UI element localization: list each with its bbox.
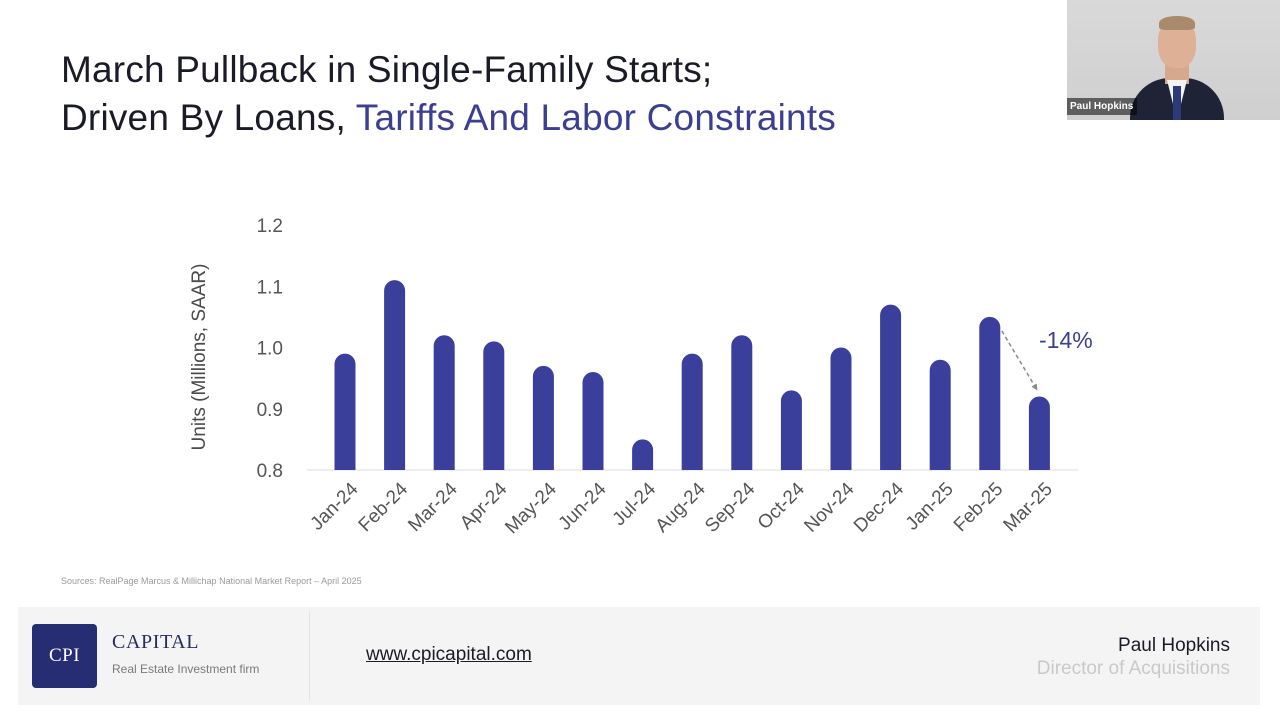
y-axis-title: Units (Millions, SAAR) — [189, 264, 210, 451]
x-tick-label: Jan-24 — [307, 478, 363, 534]
presenter-hair — [1159, 16, 1195, 30]
x-tick-label: Aug-24 — [652, 478, 710, 536]
y-tick-label: 0.8 — [257, 461, 283, 482]
x-tick-label: Mar-25 — [1000, 479, 1057, 536]
title-line-2-accent: Tariffs And Labor Constraints — [355, 97, 836, 138]
x-tick-label: Jan-25 — [902, 479, 958, 535]
presenter-tie — [1173, 86, 1181, 120]
bar-sep-24 — [731, 335, 753, 470]
change-arrow-head — [1031, 383, 1038, 391]
participant-name-label: Paul Hopkins — [1067, 98, 1138, 115]
y-tick-label: 0.9 — [257, 400, 283, 421]
participant-video-tile[interactable]: Paul Hopkins — [1067, 0, 1280, 120]
presenter-role: Director of Acquisitions — [1036, 658, 1230, 679]
x-tick-label: Feb-25 — [950, 479, 1007, 536]
x-tick-label: Jun-24 — [555, 478, 611, 534]
sources-note: Sources: RealPage Marcus & Millichap Nat… — [61, 576, 362, 586]
bar-dec-24 — [880, 304, 902, 470]
x-tick-label: May-24 — [501, 478, 561, 538]
bar-nov-24 — [830, 347, 852, 470]
website-link[interactable]: www.cpicapital.com — [366, 644, 532, 665]
bar-mar-24 — [433, 335, 455, 470]
x-tick-label: Mar-24 — [404, 478, 462, 536]
bar-apr-24 — [483, 341, 505, 470]
company-logo-name: CAPITAL — [112, 631, 200, 653]
bar-feb-25 — [979, 316, 1001, 470]
x-tick-label: Dec-24 — [850, 478, 908, 536]
bar-mar-25 — [1028, 396, 1050, 470]
y-tick-label: 1.0 — [257, 339, 283, 360]
starts-bar-chart: Units (Millions, SAAR) 0.8 0.9 1.0 1.1 1.2 J… — [189, 216, 1093, 538]
title-line-2-plain: Driven By Loans, — [61, 97, 356, 138]
bar-jun-24 — [582, 372, 604, 470]
bar-jan-25 — [929, 359, 951, 470]
bar-aug-24 — [681, 353, 703, 470]
y-tick-label: 1.1 — [257, 277, 283, 298]
x-tick-label: Feb-24 — [355, 478, 413, 536]
title-line-1: March Pullback in Single-Family Starts; — [61, 49, 713, 90]
bar-jul-24 — [632, 439, 654, 470]
x-tick-label: Nov-24 — [800, 478, 858, 536]
slide-title: March Pullback in Single-Family Starts; … — [61, 46, 836, 142]
x-tick-label: Oct-24 — [754, 478, 809, 533]
x-tick-label: Sep-24 — [701, 478, 759, 536]
bar-may-24 — [532, 365, 554, 470]
change-annotation-label: -14% — [1039, 327, 1093, 353]
y-tick-label: 1.2 — [257, 216, 283, 237]
title-line-2: Driven By Loans, Tariffs And Labor Const… — [61, 94, 836, 142]
bar-jan-24 — [334, 353, 356, 470]
bar-oct-24 — [780, 390, 802, 470]
company-logo-mark: CPI — [32, 624, 97, 688]
presenter-name: Paul Hopkins — [1118, 635, 1230, 656]
footer-divider — [309, 611, 310, 701]
bar-feb-24 — [384, 280, 406, 470]
company-tagline: Real Estate Investment firm — [112, 662, 260, 676]
change-arrow-line — [1001, 330, 1039, 391]
slide-footer: CPI CAPITAL Real Estate Investment firm … — [18, 607, 1260, 705]
